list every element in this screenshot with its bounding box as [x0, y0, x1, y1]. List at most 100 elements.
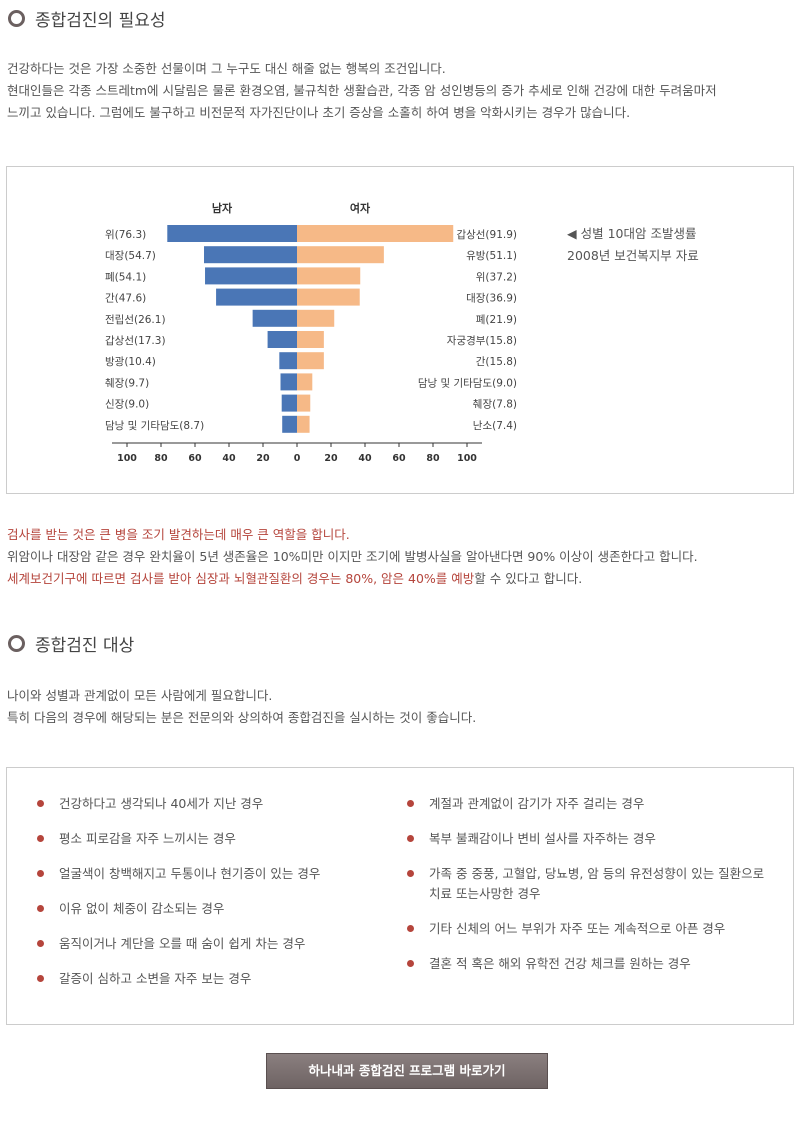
x-tick-label: 60: [392, 453, 406, 464]
bar-label-male: 신장(9.0): [105, 399, 149, 411]
bar-female: [297, 246, 384, 264]
bar-male: [281, 394, 297, 412]
target-item: 평소 피로감을 자주 느끼시는 경우: [37, 829, 320, 849]
bar-male: [279, 352, 297, 370]
target-item: 이유 없이 체중이 감소되는 경우: [37, 899, 320, 919]
intro-line-3: 느끼고 있습니다. 그럼에도 불구하고 비전문적 자가진단이나 초기 증상을 소…: [7, 105, 631, 120]
bullet-dot-icon: [407, 925, 414, 932]
bullet-dot-icon: [37, 975, 44, 982]
bullet-dot-icon: [37, 905, 44, 912]
bar-male: [280, 373, 297, 391]
bar-label-male: 간(47.6): [105, 293, 146, 305]
x-tick-label: 80: [154, 453, 168, 464]
benefit-line-3-rest: 할 수 있다고 합니다.: [474, 571, 583, 586]
bar-female: [297, 331, 324, 348]
target-item: 움직이거나 계단을 오를 때 숨이 쉽게 차는 경우: [37, 934, 320, 954]
x-tick-label: 0: [294, 453, 301, 464]
bar-female: [297, 309, 335, 327]
bullet-dot-icon: [407, 870, 414, 877]
bullet-dot-icon: [407, 835, 414, 842]
x-tick-label: 80: [426, 453, 440, 464]
bullet-dot-icon: [37, 870, 44, 877]
bar-label-female: 대장(36.9): [466, 293, 517, 305]
bar-female: [297, 373, 313, 391]
series-label-female: 여자: [350, 201, 371, 215]
bar-female: [297, 288, 360, 306]
left-triangle-icon: ◀: [567, 226, 577, 241]
cancer-chart-box: 남자 여자 위(76.3) 대장(54.7) 폐(54.1) 간(47.6) 전립선(26.…: [6, 166, 794, 494]
bar-male: [282, 415, 297, 433]
bullet-dot-icon: [407, 800, 414, 807]
target-item: 복부 불쾌감이나 변비 설사를 자주하는 경우: [407, 829, 764, 849]
bar-female: [297, 352, 324, 370]
target-item-text: 갈증이 심하고 소변을 자주 보는 경우: [59, 971, 252, 986]
bar-label-female: 간(15.8): [476, 356, 517, 368]
program-link-button[interactable]: 하나내과 종합검진 프로그램 바로가기: [266, 1053, 548, 1089]
target-item: 얼굴색이 창백해지고 두통이나 현기증이 있는 경우: [37, 864, 320, 884]
target-item: 결혼 적 혹은 해외 유학전 건강 체크를 원하는 경우: [407, 954, 764, 974]
x-tick-label: 60: [188, 453, 202, 464]
intro-paragraph: 건강하다는 것은 가장 소중한 선물이며 그 누구도 대신 해줄 없는 행복의 …: [7, 58, 717, 124]
bar-male: [216, 288, 297, 306]
bar-label-male: 위(76.3): [105, 228, 146, 241]
bullet-dot-icon: [37, 940, 44, 947]
bullet-dot-icon: [37, 800, 44, 807]
target-item-text: 이유 없이 체중이 감소되는 경우: [59, 901, 225, 916]
pyramid-chart: 남자 여자위(76.3) 대장(54.7) 폐(54.1) 간(47.6) 전립선(26.…: [105, 201, 517, 464]
target-item-text: 계절과 관계없이 감기가 자주 걸리는 경우: [429, 796, 645, 811]
bar-label-female: 췌장(7.8): [473, 399, 517, 411]
chart-note-line-2: 2008년 보건복지부 자료: [567, 248, 699, 263]
bar-female: [297, 267, 361, 285]
intro-line-2: 현대인들은 각종 스트레tm에 시달림은 물론 환경오염, 불규칙한 생활습관,…: [7, 83, 717, 98]
target-item-text: 결혼 적 혹은 해외 유학전 건강 체크를 원하는 경우: [429, 956, 691, 971]
benefit-paragraph: 검사를 받는 것은 큰 병을 조기 발견하는데 매우 큰 역할을 합니다. 위암…: [7, 524, 698, 590]
bar-female: [297, 225, 454, 242]
bar-label-male: 췌장(9.7): [105, 377, 149, 389]
section-title-necessity: 종합검진의 필요성: [8, 6, 166, 31]
bar-label-female: 폐(21.9): [476, 314, 517, 326]
benefit-line-3-highlight: 세계보건기구에 따르면 검사를 받아 심장과 뇌혈관질환의 경우는 80%, 암…: [7, 571, 475, 586]
x-tick-label: 20: [324, 453, 338, 464]
x-tick-label: 20: [256, 453, 270, 464]
x-tick-label: 100: [117, 453, 137, 464]
x-tick-label: 40: [222, 453, 236, 464]
bar-label-female: 자궁경부(15.8): [447, 334, 517, 347]
target-item-text: 얼굴색이 창백해지고 두통이나 현기증이 있는 경우: [59, 866, 321, 881]
circle-bullet-icon: [8, 10, 25, 27]
chart-note: ◀ 성별 10대암 조발생률 2008년 보건복지부 자료: [567, 223, 699, 267]
bar-female: [297, 415, 310, 433]
bar-label-female: 난소(7.4): [473, 420, 517, 432]
section-title-targets: 종합검진 대상: [8, 631, 134, 656]
target-item: 기타 신체의 어느 부위가 자주 또는 계속적으로 아픈 경우: [407, 919, 764, 939]
bar-label-female: 담낭 및 기타담도(9.0): [418, 377, 517, 389]
bar-male: [267, 331, 297, 348]
target-item: 가족 중 중풍, 고혈압, 당뇨병, 암 등의 유전성향이 있는 질환으로 치료…: [407, 864, 764, 904]
bar-label-female: 갑상선(91.9): [456, 229, 517, 241]
bar-label-female: 유방(51.1): [466, 250, 517, 262]
x-tick-label: 40: [358, 453, 372, 464]
bar-male: [204, 246, 297, 264]
target-item: 갈증이 심하고 소변을 자주 보는 경우: [37, 969, 320, 989]
target-item: 건강하다고 생각되나 40세가 지난 경우: [37, 794, 320, 814]
target-item-text: 건강하다고 생각되나 40세가 지난 경우: [59, 796, 264, 811]
targets-intro-line-2: 특히 다음의 경우에 해당되는 분은 전문의와 상의하여 종합검진을 실시하는 …: [7, 710, 477, 725]
bar-male: [205, 267, 297, 285]
series-label-male: 남자: [212, 201, 233, 215]
benefit-line-2: 위암이나 대장암 같은 경우 완치율이 5년 생존율은 10%미만 이지만 조기…: [7, 549, 698, 564]
x-tick-label: 100: [457, 453, 477, 464]
circle-bullet-icon: [8, 635, 25, 652]
target-item-text: 기타 신체의 어느 부위가 자주 또는 계속적으로 아픈 경우: [429, 921, 726, 936]
target-item: 계절과 관계없이 감기가 자주 걸리는 경우: [407, 794, 764, 814]
bar-label-female: 위(37.2): [476, 270, 517, 283]
chart-note-line-1: 성별 10대암 조발생률: [580, 226, 697, 241]
target-item-text: 가족 중 중풍, 고혈압, 당뇨병, 암 등의 유전성향이 있는 질환으로 치료…: [429, 866, 765, 901]
bar-label-male: 담낭 및 기타담도(8.7): [105, 420, 204, 432]
bar-male: [167, 225, 297, 242]
target-item-text: 움직이거나 계단을 오를 때 숨이 쉽게 차는 경우: [59, 936, 306, 951]
targets-intro: 나이와 성별과 관계없이 모든 사람에게 필요합니다. 특히 다음의 경우에 해…: [7, 685, 476, 729]
bar-label-male: 갑상선(17.3): [105, 335, 166, 347]
